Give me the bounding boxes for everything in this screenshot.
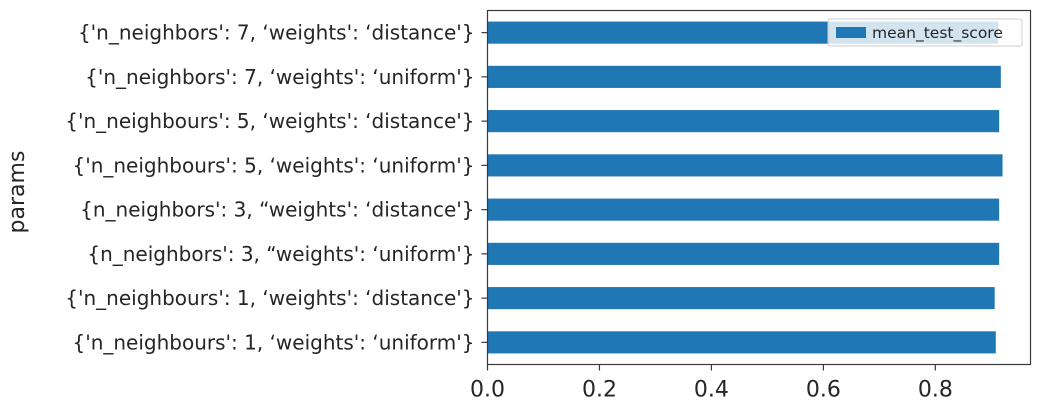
y-tick-label: {n_neighbors': 3, “weights': ‘distance'} [80,198,474,222]
bar [487,331,996,354]
y-axis-label: params [5,151,30,234]
legend-swatch [836,27,866,38]
legend-label: mean_test_score [872,24,1003,43]
bar [487,65,1001,88]
y-tick-label: {'n_neighbors': 7, ‘weights': ‘distance'… [78,21,475,45]
x-tick-labels: 0.0 0.2 0.4 0.6 0.8 [470,364,953,403]
bar [487,198,1000,221]
x-tick-label: 0.4 [694,378,729,403]
legend-box [827,18,1023,47]
y-tick-label: {'n_neighbours': 5, ‘weights': ‘uniform'… [72,153,474,177]
y-tick-label: {'n_neighbors': 7, ‘weights': ‘uniform'} [85,65,474,89]
y-tick-labels: {'n_neighbors': 7, ‘weights': ‘distance'… [65,21,488,354]
x-tick-label: 0.2 [582,378,617,403]
bar [487,110,1000,133]
bar [487,287,995,310]
legend: mean_test_score [827,18,1023,47]
plot-frame [486,9,1032,366]
y-tick-label: {n_neighbors': 3, “weights': ‘uniform'} [87,242,474,266]
x-tick-label: 0.8 [918,378,953,403]
bar [487,154,1003,177]
y-tick-label: {'n_neighbours': 5, ‘weights': ‘distance… [65,109,474,133]
y-tick-label: {'n_neighbours': 1, ‘weights': ‘uniform'… [72,330,474,354]
bars-layer [487,21,1003,354]
bar [487,242,1000,265]
x-tick-label: 0.0 [470,378,505,403]
y-tick-label: {'n_neighbours': 1, ‘weights': ‘distance… [65,286,474,310]
x-tick-label: 0.6 [806,378,841,403]
